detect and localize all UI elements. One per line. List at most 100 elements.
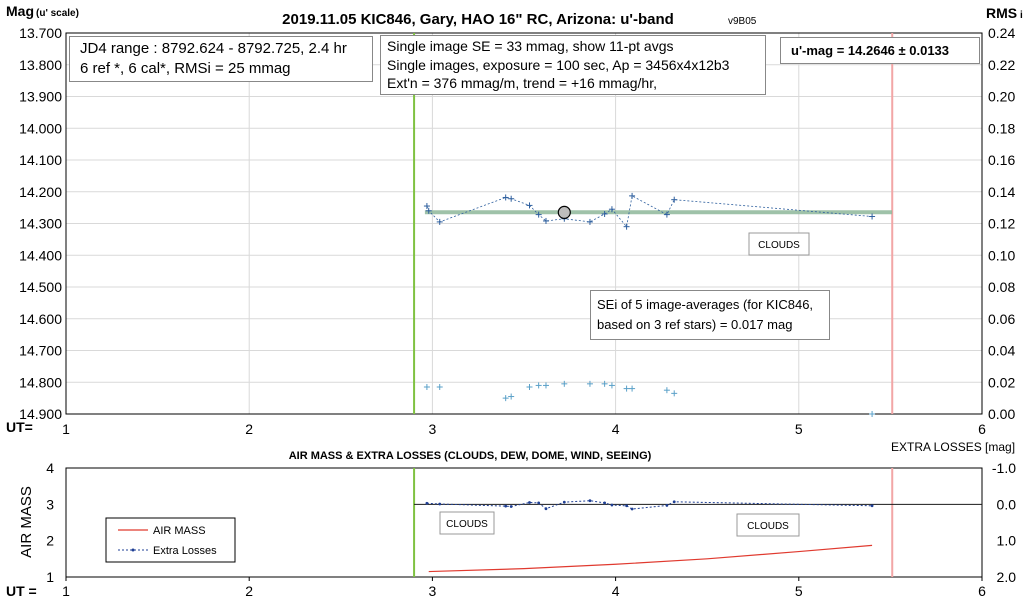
bottom-x-tick-label: 5 [795,583,803,599]
top-clouds-label: CLOUDS [748,232,810,256]
top-x-tick-label: 3 [429,421,437,437]
top-mag-point [671,196,678,203]
bottom-extra-losses-point [504,504,508,508]
bottom-extra-losses-point [672,500,676,504]
bottom-y-tick-label: 3 [46,496,54,512]
top-y-tick-label: 14.700 [19,343,62,359]
jd-range-line-2: 6 ref *, 6 cal*, RMSi = 25 mmag [80,60,291,77]
single-image-info-box: Single image SE = 33 mmag, show 11-pt av… [380,35,766,95]
top-chart-title: 2019.11.05 KIC846, Gary, HAO 16" RC, Ari… [282,11,674,28]
umag-result-box: u'-mag = 14.2646 ± 0.0133 [780,37,980,64]
top-y-tick-label: 14.300 [19,216,62,232]
top-x-tick-label: 5 [795,421,803,437]
top-mag-point [425,207,432,214]
top-plot-frame [65,32,983,415]
top-y2-tick-label: 0.16 [988,152,1015,168]
bottom-x-tick-label: 4 [612,583,620,599]
top-y-tick-label: 13.900 [19,89,62,105]
svg-text:CLOUDS: CLOUDS [758,240,800,251]
top-y-tick-label: 13.800 [19,57,62,73]
top-rms-point [423,384,430,391]
top-rms-point [869,411,876,417]
legend-air-mass-label: AIR MASS [153,525,206,537]
top-y2-axis-label: RMS [986,5,1017,21]
top-rms-point [436,384,443,391]
bottom-plot-frame [65,467,983,578]
bottom-extra-losses-point [603,501,607,505]
top-rms-point [663,387,670,394]
bottom-extra-losses-point [425,501,429,505]
top-rms-point [629,385,636,392]
info-line-3: Ext'n = 376 mmag/m, trend = +16 mmag/hr, [387,75,657,91]
bottom-legend: AIR MASS Extra Losses [105,517,236,563]
bottom-extra-losses-point [537,501,541,505]
top-y-tick-label: 14.000 [19,120,62,136]
legend-extra-losses-label: Extra Losses [153,545,217,557]
top-mag-point [601,210,608,217]
top-y2-axis-suffix: i [1020,10,1023,21]
top-mean-point [557,205,571,219]
top-x-axis-label: UT= [6,419,33,435]
top-rms-point [502,395,509,402]
bottom-extra-losses-point [625,504,628,508]
top-mag-point [663,211,670,218]
top-rms-point [586,380,593,387]
bottom-y-axis-label: AIR MASS [18,486,35,558]
bottom-y2-tick-label: 0.0 [997,496,1017,512]
top-y2-tick-label: 0.08 [988,279,1015,295]
bottom-clouds-label-2: CLOUDS [736,513,800,537]
top-y2-tick-label: 0.22 [988,57,1015,73]
bottom-clouds-label-1: CLOUDS [439,511,495,535]
bottom-extra-losses-point [528,501,531,504]
top-y-tick-label: 14.100 [19,152,62,168]
top-rms-point [608,382,615,389]
bottom-plot-area: 4 3 2 1 -1.0 0.0 1.0 2.0 1 2 3 4 5 6 [46,460,1016,599]
top-mag-point [608,206,615,213]
bottom-air-mass-line [428,544,873,573]
bottom-y2-tick-label: -1.0 [992,460,1016,476]
top-y-tick-label: 14.600 [19,311,62,327]
top-rms-point [535,382,542,389]
top-y2-tick-label: 0.00 [988,406,1015,422]
bottom-extra-losses-point [610,503,614,507]
bottom-extra-losses-point [588,499,592,503]
bottom-y2-tick-label: 2.0 [997,569,1017,585]
bottom-x-tick-label: 3 [429,583,437,599]
sei-line-2: based on 3 ref stars) = 0.017 mag [597,317,793,332]
bottom-extra-losses-point [630,507,634,511]
bottom-extra-losses-point [562,500,566,504]
top-y2-tick-label: 0.24 [988,25,1015,41]
top-y-tick-label: 14.800 [19,374,62,390]
top-y-tick-label: 14.900 [19,406,62,422]
bottom-extra-losses-point [665,504,669,507]
top-mag-point [526,202,533,209]
top-x-tick-label: 2 [245,421,253,437]
bottom-x-tick-label: 2 [245,583,253,599]
top-mag-point [542,217,549,224]
jd-range-box: JD4 range : 8792.624 - 8792.725, 2.4 hr … [69,36,373,82]
top-y-tick-label: 14.200 [19,184,62,200]
svg-text:CLOUDS: CLOUDS [446,519,488,530]
top-chart-title-version: v9B05 [728,16,757,27]
top-y-tick-label: 13.700 [19,25,62,41]
top-mag-point [423,203,430,210]
top-y-tick-label: 14.500 [19,279,62,295]
top-y2-tick-label: 0.20 [988,89,1015,105]
top-y-axis-unit: (u' scale) [36,8,79,19]
top-y2-tick-label: 0.06 [988,311,1015,327]
top-rms-point [526,384,533,391]
bottom-x-tick-label: 1 [62,583,70,599]
bottom-y-tick-label: 2 [46,533,54,549]
top-rms-point [671,390,678,397]
top-x-tick-label: 4 [612,421,620,437]
top-y2-tick-label: 0.18 [988,120,1015,136]
top-y2-tick-label: 0.12 [988,216,1015,232]
bottom-chart-title: AIR MASS & EXTRA LOSSES (CLOUDS, DEW, DO… [289,450,652,462]
top-mag-point [629,192,636,199]
jd-range-line-1: JD4 range : 8792.624 - 8792.725, 2.4 hr [80,40,347,57]
top-y2-tick-label: 0.10 [988,247,1015,263]
svg-text:CLOUDS: CLOUDS [747,521,789,532]
top-mag-point [869,213,876,220]
top-x-tick-label: 6 [978,421,986,437]
